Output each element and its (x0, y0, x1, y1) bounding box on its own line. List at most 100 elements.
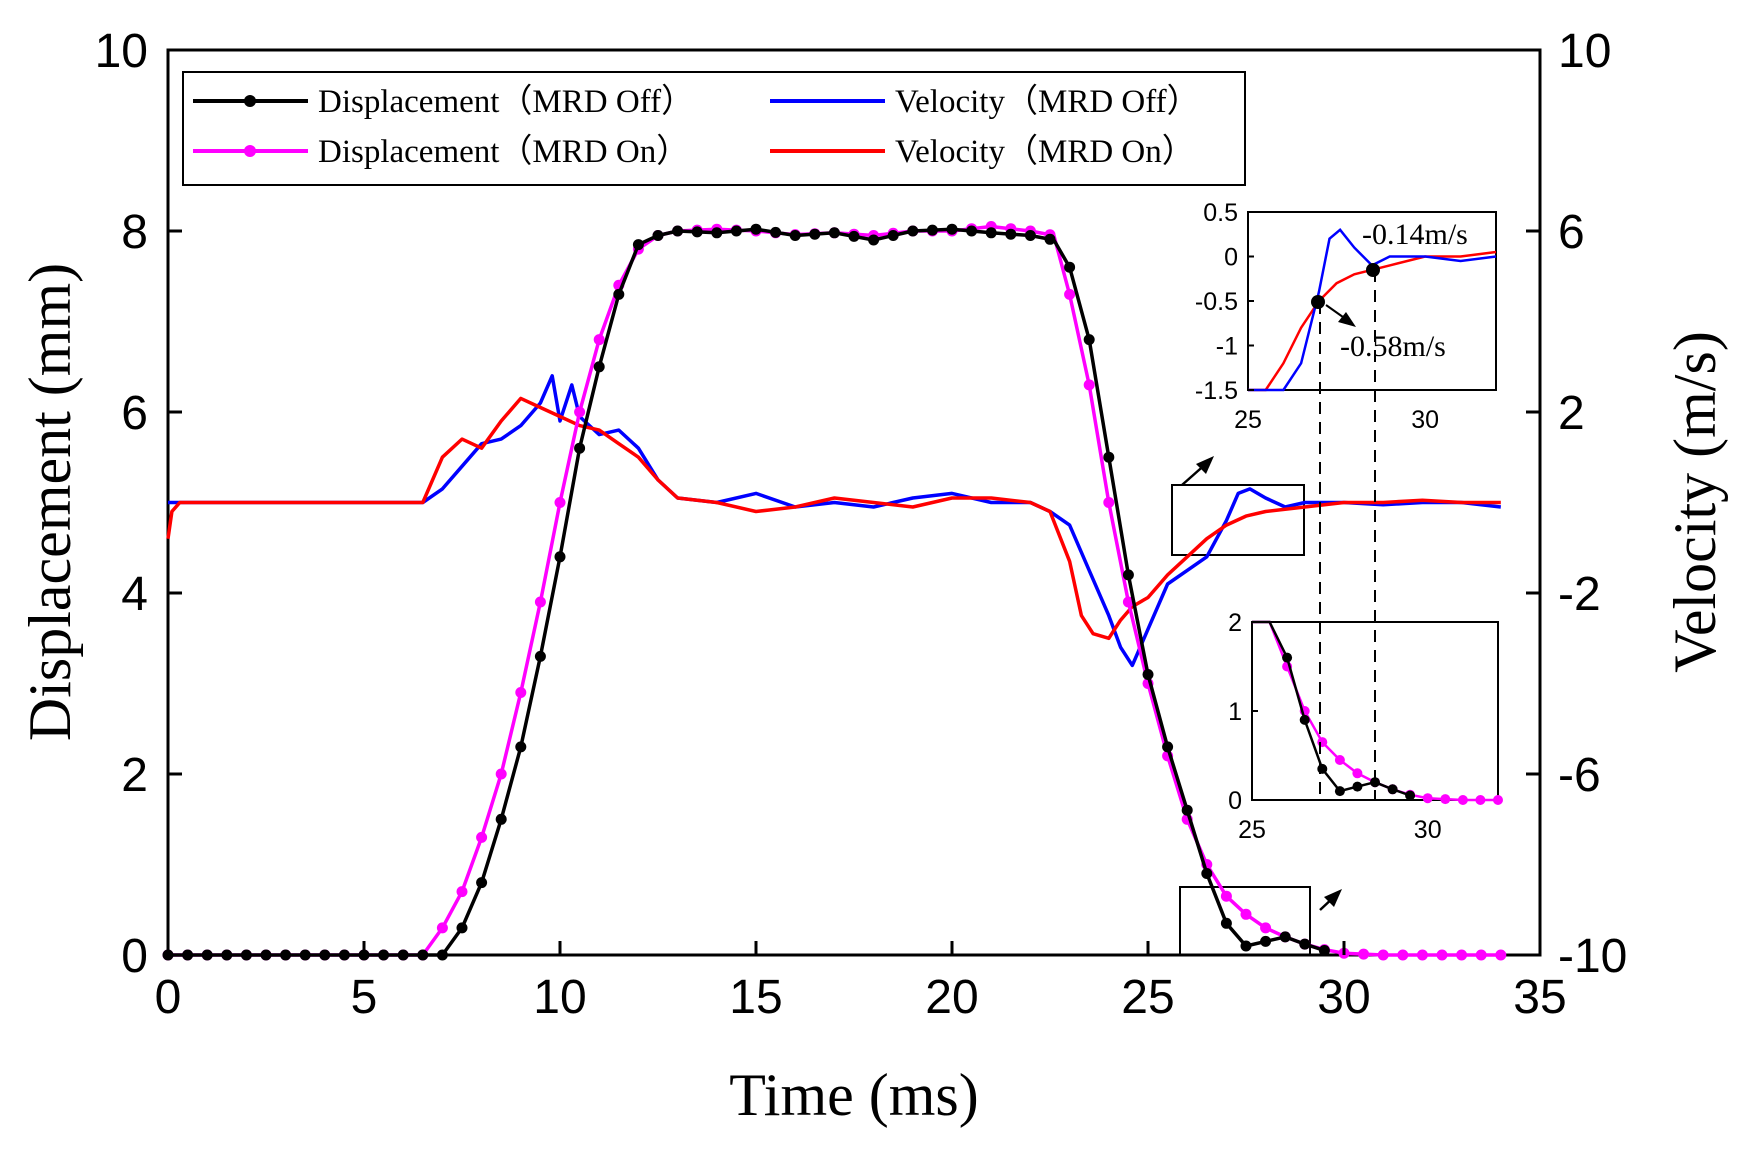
series-point-0 (1103, 451, 1115, 463)
series-point-0 (887, 230, 899, 241)
series-point-0 (1181, 804, 1193, 816)
inset-y-tick-label: -0.5 (1195, 288, 1238, 316)
series-point-0 (319, 949, 331, 961)
series-point-1 (1260, 922, 1272, 934)
inset-x-tick-label: 25 (1238, 816, 1266, 844)
zoom-arrow-displacement (1319, 889, 1342, 911)
inset-annotation-014: -0.14m/s (1362, 218, 1468, 251)
legend-label-velocity-off: Velocity（MRD Off） (895, 84, 1200, 120)
x-tick-label: 35 (1513, 971, 1566, 1024)
series-point-0 (1201, 868, 1213, 879)
series-point-0 (299, 949, 311, 961)
y-right-tick-label: -10 (1558, 930, 1627, 983)
legend-label-velocity-on: Velocity（MRD On） (895, 134, 1195, 170)
series-point-0 (221, 949, 233, 961)
series-point-1 (495, 768, 507, 780)
series-point-0 (378, 949, 390, 961)
inset-series-point-0 (1317, 763, 1328, 774)
series-point-0 (280, 949, 292, 961)
inset-series-point-1 (1457, 795, 1468, 805)
inset-series-point-0 (1299, 714, 1310, 725)
y-left-tick-label: 4 (121, 568, 148, 621)
series-point-0 (1083, 334, 1095, 346)
series-point-0 (436, 949, 448, 961)
series-point-1 (593, 334, 605, 346)
inset-y-tick-label: 0.5 (1203, 199, 1238, 227)
series-point-0 (770, 226, 782, 238)
inset-series-point-1 (1352, 768, 1363, 779)
legend-label-displacement-on: Displacement（MRD On） (318, 134, 689, 170)
inset-displacement (1251, 620, 1503, 805)
series-point-1 (456, 886, 468, 898)
inset-y-tick-label: -1.5 (1195, 377, 1238, 405)
inset-displacement-series (1252, 620, 1503, 805)
inset-velocity: -0.14m/s -0.58m/s (1247, 211, 1497, 392)
velocity-zoom-box (1171, 484, 1305, 556)
series-point-0 (907, 225, 919, 237)
inset-series-line-3 (1248, 250, 1497, 392)
series-point-0 (789, 230, 801, 241)
series-point-0 (456, 922, 468, 934)
inset-series-point-0 (1387, 784, 1398, 795)
displacement-zoom-box (1179, 886, 1311, 956)
series-point-0 (1044, 233, 1056, 245)
series-point-1 (1358, 948, 1370, 960)
series-point-0 (926, 224, 938, 236)
inset-series-point-1 (1493, 795, 1503, 805)
series-point-0 (1318, 945, 1330, 956)
series-point-0 (1240, 940, 1252, 952)
series-line-3 (166, 396, 1501, 641)
series-point-1 (1220, 890, 1232, 902)
x-tick-label: 20 (925, 971, 978, 1024)
x-tick-label: 5 (351, 971, 378, 1024)
legend-label-displacement-off: Displacement（MRD Off） (318, 84, 694, 120)
y-right-tick-label: 6 (1558, 206, 1585, 259)
series-point-0 (534, 650, 546, 662)
x-tick-label: 30 (1317, 971, 1370, 1024)
x-tick-label: 0 (155, 971, 182, 1024)
y-left-tick-label: 0 (121, 930, 148, 983)
inset-series-line-0 (1252, 620, 1411, 797)
inset-series-point-0 (1370, 777, 1380, 788)
series-point-1 (436, 922, 448, 934)
series-point-1 (1377, 949, 1389, 961)
series-point-0 (476, 877, 488, 889)
x-axis-title: Time (ms) (729, 1062, 979, 1128)
y-right-tick-label: -6 (1558, 749, 1601, 802)
inset-series-point-1 (1440, 794, 1451, 805)
legend: Displacement（MRD Off） Displacement（MRD O… (182, 71, 1246, 186)
inset-y-tick-label: 2 (1228, 609, 1242, 637)
series-point-0 (182, 949, 194, 961)
series-point-0 (417, 949, 429, 961)
series-point-0 (711, 227, 723, 239)
x-tick-label: 15 (729, 971, 782, 1024)
y-left-tick-label: 2 (121, 749, 148, 802)
y-left-axis-title: Displacement (mm) (17, 263, 83, 741)
series-point-0 (1064, 261, 1076, 273)
series-point-0 (750, 223, 762, 235)
series-point-0 (1005, 228, 1017, 240)
inset-annotation-058: -0.58m/s (1340, 330, 1446, 363)
inset-velocity-series (1248, 228, 1497, 392)
series-point-1 (476, 831, 488, 843)
series-point-1 (1416, 949, 1428, 961)
series-point-0 (809, 228, 821, 240)
series-point-0 (1279, 931, 1291, 943)
series-point-1 (1103, 497, 1115, 508)
series-point-1 (554, 497, 566, 508)
series-point-0 (201, 949, 213, 961)
inset-x-tick-label: 30 (1414, 816, 1442, 844)
inset-series-point-1 (1475, 795, 1486, 805)
series-point-0 (632, 239, 644, 251)
series-point-0 (554, 551, 566, 563)
inset-series-line-2 (1248, 228, 1497, 392)
series-point-0 (338, 949, 350, 961)
series-point-1 (534, 596, 546, 608)
series-point-1 (1475, 949, 1487, 961)
y-right-tick-label: 2 (1558, 387, 1585, 440)
series-point-0 (985, 227, 997, 239)
y-left-tick-label: 10 (95, 25, 148, 78)
